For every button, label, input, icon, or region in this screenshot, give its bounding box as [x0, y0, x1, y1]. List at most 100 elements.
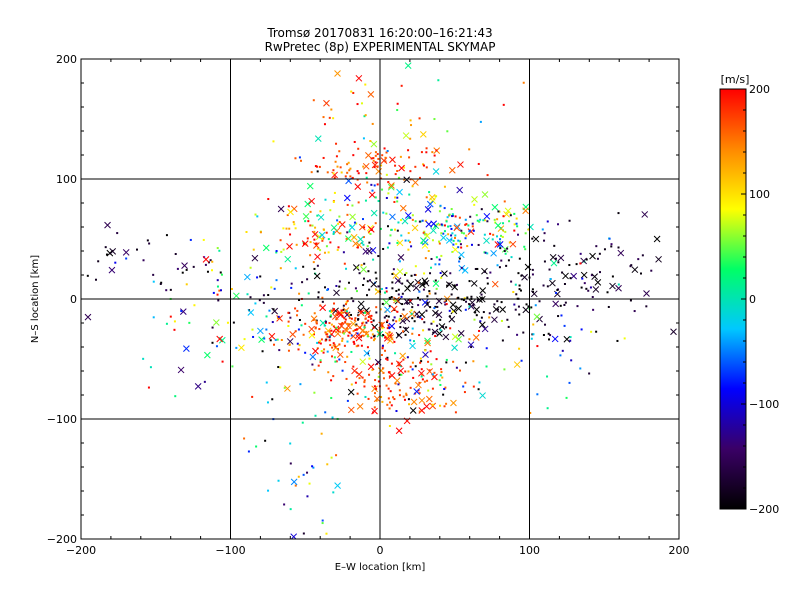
data-point-dot	[316, 264, 319, 267]
data-point-dot	[427, 250, 430, 253]
data-point-dot	[345, 301, 348, 304]
data-point-dot	[381, 302, 384, 305]
data-point-dot	[559, 354, 562, 357]
data-point-dot	[329, 241, 332, 244]
data-point-dot	[433, 307, 436, 310]
data-point-dot	[471, 225, 474, 228]
data-point-dot	[285, 227, 288, 230]
data-point-dot	[432, 375, 435, 378]
data-point-dot	[407, 149, 410, 152]
data-point-dot	[174, 395, 177, 398]
data-point-dot	[383, 291, 386, 294]
data-point-dot	[152, 273, 155, 276]
data-point-cross	[332, 325, 340, 333]
data-point-dot	[406, 279, 409, 282]
data-point-cross	[232, 292, 240, 300]
data-point-dot	[297, 328, 300, 331]
data-point-dot	[457, 246, 460, 249]
data-point-cross	[449, 301, 457, 309]
data-point-dot	[478, 381, 481, 384]
data-point-dot	[331, 416, 334, 419]
data-point-dot	[500, 259, 503, 262]
data-point-dot	[381, 400, 384, 403]
data-point-dot	[503, 368, 506, 371]
data-point-dot	[299, 383, 302, 386]
data-point-dot	[387, 397, 390, 400]
data-point-dot	[211, 341, 214, 344]
data-point-dot	[364, 317, 367, 320]
data-point-dot	[410, 124, 413, 127]
data-point-dot	[321, 296, 324, 299]
data-point-cross	[345, 322, 352, 330]
data-point-cross	[532, 235, 540, 243]
data-point-dot	[422, 163, 425, 166]
data-point-cross	[306, 182, 314, 190]
data-point-dot	[464, 308, 467, 311]
data-point-dot	[345, 377, 348, 380]
data-point-dot	[531, 273, 534, 276]
data-point-dot	[495, 235, 498, 238]
data-point-dot	[418, 176, 421, 179]
data-point-dot	[395, 289, 398, 292]
data-point-cross	[557, 254, 565, 262]
data-point-dot	[460, 246, 463, 249]
data-point-dot	[440, 254, 443, 257]
data-point-dot	[232, 321, 235, 324]
data-point-dot	[311, 224, 314, 227]
y-axis-label: N–S location [km]	[30, 255, 41, 343]
data-point-dot	[576, 305, 579, 308]
data-point-dot	[371, 122, 374, 125]
data-point-dot	[345, 267, 348, 270]
data-point-dot	[610, 245, 613, 248]
data-point-dot	[616, 339, 619, 342]
data-point-dot	[538, 300, 541, 303]
data-point-dot	[274, 338, 277, 341]
data-point-dot	[405, 302, 408, 305]
data-point-dot	[367, 319, 370, 322]
data-point-dot	[390, 296, 393, 299]
data-point-dot	[411, 317, 414, 320]
data-point-dot	[397, 221, 400, 224]
data-point-dot	[484, 251, 487, 254]
data-point-dot	[86, 274, 89, 277]
data-point-dot	[524, 248, 527, 251]
data-point-dot	[534, 304, 537, 307]
x-tick-label: −100	[215, 544, 245, 557]
data-point-dot	[473, 318, 476, 321]
data-point-dot	[315, 319, 318, 322]
data-point-dot	[505, 264, 508, 267]
data-point-dot	[424, 257, 427, 260]
data-point-dot	[568, 264, 571, 267]
data-point-dot	[104, 246, 107, 249]
data-point-dot	[307, 292, 310, 295]
data-point-dot	[374, 222, 377, 225]
chart-title: Tromsø 20170831 16:20:00–16:21:43	[266, 26, 492, 40]
data-point-dot	[279, 239, 282, 242]
data-point-dot	[329, 209, 332, 212]
data-point-dot	[401, 282, 404, 285]
data-point-dot	[441, 376, 444, 379]
data-point-dot	[431, 387, 434, 390]
data-point-dot	[152, 280, 155, 283]
data-point-dot	[499, 238, 502, 241]
colorbar-tick-label: 100	[749, 188, 770, 201]
data-point-cross	[426, 200, 434, 208]
data-point-dot	[606, 291, 609, 294]
data-point-dot	[397, 293, 400, 296]
data-point-cross	[177, 366, 185, 374]
data-point-dot	[364, 395, 367, 398]
data-point-dot	[419, 357, 422, 360]
data-point-cross	[435, 311, 443, 319]
data-point-dot	[379, 308, 382, 311]
data-point-cross	[404, 285, 411, 292]
data-point-dot	[407, 232, 410, 235]
data-point-cross	[617, 249, 625, 257]
data-point-dot	[439, 318, 442, 321]
data-point-dot	[330, 396, 333, 399]
data-point-cross	[289, 330, 297, 338]
data-point-cross	[399, 352, 407, 360]
data-point-dot	[363, 381, 366, 384]
colorbar-tick-label: −100	[749, 398, 779, 411]
data-point-dot	[302, 333, 305, 336]
data-point-dot	[293, 223, 296, 226]
